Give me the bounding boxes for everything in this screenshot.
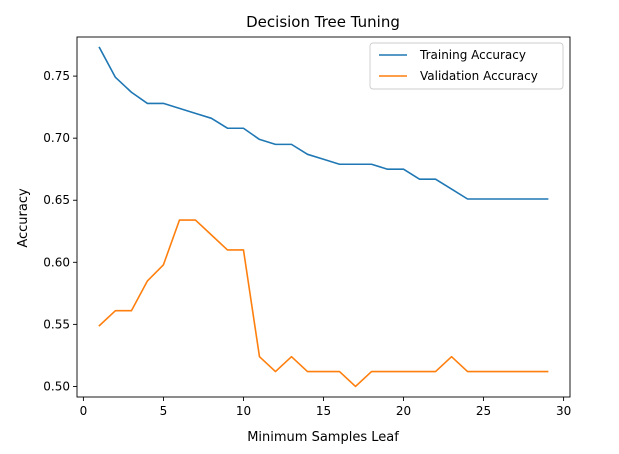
y-tick-label: 0.75 (43, 69, 70, 83)
y-tick-label: 0.50 (43, 379, 70, 393)
y-tick-label: 0.60 (43, 255, 70, 269)
plot-area-frame (76, 36, 571, 398)
x-tick-label: 0 (80, 404, 88, 418)
x-tick-label: 10 (236, 404, 251, 418)
x-tick-label: 30 (556, 404, 571, 418)
series-line-validation-accuracy (98, 219, 549, 388)
y-tick-label: 0.65 (43, 193, 70, 207)
legend-label: Training Accuracy (419, 48, 526, 62)
x-axis-label: Minimum Samples Leaf (247, 430, 399, 445)
x-tick-label: 20 (396, 404, 411, 418)
legend-label: Validation Accuracy (420, 69, 538, 83)
y-tick-label: 0.55 (43, 317, 70, 331)
chart-title: Decision Tree Tuning (246, 13, 400, 31)
series-line-training-accuracy (98, 46, 549, 200)
y-tick-label: 0.70 (43, 131, 70, 145)
y-axis-label: Accuracy (16, 188, 31, 248)
x-tick-label: 15 (316, 404, 331, 418)
x-tick-label: 25 (476, 404, 491, 418)
x-tick-label: 5 (160, 404, 168, 418)
legend-box (369, 42, 564, 90)
